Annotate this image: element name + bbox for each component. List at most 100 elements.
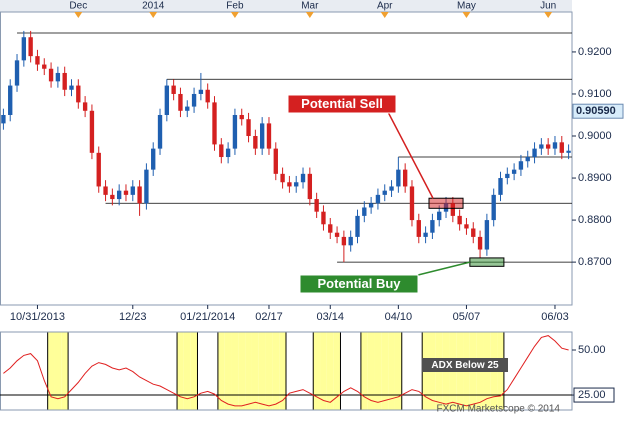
month-label: Jun bbox=[540, 1, 556, 12]
candle-body bbox=[103, 186, 108, 195]
candle-body bbox=[382, 190, 387, 195]
candle-body bbox=[532, 148, 537, 158]
top-axis-strip bbox=[0, 0, 572, 12]
adx-highlight bbox=[265, 332, 273, 410]
candle-body bbox=[89, 110, 95, 153]
adx-highlight bbox=[326, 332, 334, 410]
candle-body bbox=[491, 194, 496, 221]
adx-highlight bbox=[183, 332, 191, 410]
candle-body bbox=[253, 136, 258, 149]
adx-highlight bbox=[272, 332, 280, 410]
candle-body bbox=[69, 85, 74, 90]
plot-frame bbox=[0, 331, 573, 411]
candle-body bbox=[123, 190, 129, 195]
adx-highlight bbox=[61, 332, 69, 410]
adx-highlight bbox=[245, 332, 252, 410]
month-marker bbox=[462, 12, 471, 18]
candle-body bbox=[355, 215, 360, 237]
y-tick-label: 25.00 bbox=[578, 389, 606, 401]
candle-body bbox=[266, 123, 272, 149]
candle-body bbox=[416, 220, 421, 237]
month-label: 2014 bbox=[142, 1, 165, 12]
y-tick-box bbox=[573, 387, 615, 403]
adx-highlight bbox=[251, 332, 259, 410]
candle-body bbox=[511, 169, 517, 174]
candle-body bbox=[348, 236, 353, 246]
candle-body bbox=[116, 190, 122, 200]
candle-body bbox=[137, 186, 142, 204]
x-tick-label: 02/17 bbox=[255, 311, 283, 323]
candle-body bbox=[239, 114, 244, 120]
candle-body bbox=[273, 148, 278, 174]
annotation-label: Potential Sell bbox=[301, 96, 383, 111]
candle-body bbox=[48, 68, 54, 82]
candle-body bbox=[205, 89, 210, 103]
x-tick-label: 10/31/2013 bbox=[10, 311, 65, 323]
y-tick-label: 0.9100 bbox=[578, 88, 612, 100]
candle-body bbox=[375, 194, 381, 204]
annotation-arrow bbox=[417, 261, 471, 276]
month-marker bbox=[149, 12, 158, 18]
candle-body bbox=[151, 148, 156, 170]
candle-body bbox=[232, 114, 238, 149]
adx-highlight bbox=[279, 332, 286, 410]
candle-body bbox=[423, 232, 428, 237]
candle-body bbox=[82, 102, 88, 111]
candle-body bbox=[259, 123, 265, 149]
adx-line bbox=[3, 335, 569, 407]
candle-body bbox=[191, 93, 197, 107]
month-label: Mar bbox=[301, 1, 319, 12]
candle-body bbox=[396, 169, 401, 187]
y-tick-label: 0.9200 bbox=[578, 46, 612, 58]
candle-body bbox=[559, 142, 564, 153]
adx-highlight bbox=[388, 332, 395, 410]
candle-body bbox=[219, 144, 224, 158]
candle-body bbox=[8, 85, 13, 115]
adx-highlight bbox=[333, 332, 341, 410]
month-marker bbox=[74, 12, 83, 18]
candle-body bbox=[171, 85, 176, 94]
candle-body bbox=[144, 169, 149, 204]
candle-body bbox=[280, 173, 285, 183]
month-label: May bbox=[457, 1, 476, 12]
month-marker bbox=[544, 12, 553, 18]
month-marker bbox=[380, 12, 389, 18]
candle-body bbox=[539, 144, 544, 149]
x-tick-label: 06/03 bbox=[541, 311, 569, 323]
candle-body bbox=[178, 93, 183, 111]
candle-body bbox=[389, 186, 394, 191]
y-tick-label: 0.8800 bbox=[578, 214, 612, 226]
x-tick-label: 04/10 bbox=[385, 311, 413, 323]
candle-body bbox=[307, 173, 313, 200]
x-tick-label: 05/07 bbox=[453, 311, 481, 323]
month-label: Apr bbox=[377, 1, 393, 12]
candle-body bbox=[287, 182, 292, 187]
candle-body bbox=[246, 119, 251, 137]
candle-body bbox=[157, 114, 163, 149]
source: FXCM Marketscope © 2014 bbox=[436, 404, 560, 415]
candle-body bbox=[21, 37, 27, 61]
candle-body bbox=[42, 64, 47, 69]
annotation-label: ADX Below 25 bbox=[431, 360, 499, 371]
candle-body bbox=[198, 89, 204, 94]
candle-body bbox=[185, 106, 190, 111]
x-tick-label: 12/23 bbox=[119, 311, 147, 323]
candle-body bbox=[62, 72, 67, 90]
candle-body bbox=[334, 232, 340, 237]
candle-body bbox=[430, 220, 435, 233]
candle-body bbox=[225, 148, 231, 158]
candle-body bbox=[437, 211, 442, 221]
current-price-box bbox=[572, 103, 624, 119]
candle-body bbox=[525, 157, 530, 162]
candle-body bbox=[96, 152, 101, 187]
x-tick-label: 03/14 bbox=[316, 311, 344, 323]
candle-body bbox=[1, 114, 6, 124]
candle-body bbox=[450, 203, 456, 216]
adx-highlight bbox=[367, 332, 375, 410]
adx-highlight bbox=[224, 332, 232, 410]
candle-body bbox=[566, 150, 571, 153]
adx-highlight bbox=[394, 332, 402, 410]
adx-highlight bbox=[320, 332, 327, 410]
plot-frame bbox=[0, 11, 573, 306]
